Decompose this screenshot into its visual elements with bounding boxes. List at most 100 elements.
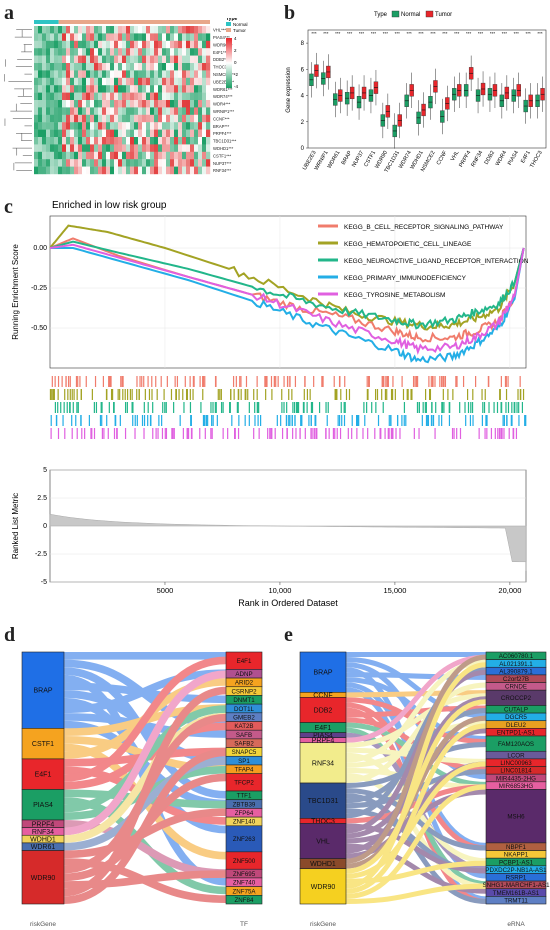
heatmap-cell — [178, 40, 183, 49]
heatmap-cell — [130, 159, 135, 167]
heatmap-cell — [62, 40, 67, 49]
heatmap-cell — [70, 144, 75, 152]
heatmap-cell — [178, 137, 183, 145]
heatmap-cell — [166, 144, 171, 152]
heatmap-cell — [122, 70, 127, 78]
left-node-label: TBC1D31 — [308, 798, 339, 805]
heatmap-cell — [122, 144, 127, 152]
heatmap-cell — [90, 151, 95, 160]
heatmap-cell — [42, 70, 47, 78]
heatmap-cell — [102, 122, 107, 130]
heatmap-cell — [166, 137, 171, 145]
heatmap-cell — [66, 85, 71, 93]
heatmap-cell — [106, 122, 111, 130]
heatmap-cell — [146, 40, 151, 49]
heatmap-cell — [50, 85, 55, 93]
significance-label: *** — [442, 31, 448, 36]
heatmap-cell — [82, 166, 87, 175]
heatmap-cell — [102, 159, 107, 167]
heatmap-cell — [130, 55, 135, 64]
significance-label: *** — [478, 31, 484, 36]
right-node-label: PCBP1-AS1 — [499, 859, 534, 866]
heatmap-cell — [154, 144, 159, 152]
heatmap-cell — [166, 63, 171, 71]
heatmap-cell — [74, 63, 79, 71]
heatmap-cell — [114, 40, 119, 49]
heatmap-cell — [102, 92, 107, 101]
heatmap-cell — [122, 26, 127, 34]
heatmap-cell — [198, 55, 203, 64]
heatmap-cell — [138, 159, 143, 167]
heatmap-cell — [142, 144, 147, 152]
heatmap-cell — [206, 77, 211, 86]
heatmap-cell — [50, 166, 55, 175]
heatmap-cell — [154, 107, 159, 115]
heatmap-cell — [146, 26, 151, 34]
heatmap-cell — [34, 85, 39, 93]
heatmap-cell — [162, 63, 167, 71]
heatmap-cell — [94, 166, 99, 175]
heatmap-gene-label: WDR90*** — [213, 42, 233, 47]
heatmap-cell — [102, 144, 107, 152]
heatmap-gene-label: WDR61*** — [213, 87, 233, 92]
heatmap-cell — [186, 48, 191, 56]
heatmap-cell — [174, 92, 179, 101]
heatmap-cell — [114, 92, 119, 101]
right-node-label: TMEM161B-AS1 — [493, 890, 540, 897]
left-node-label: PIAS4 — [33, 802, 53, 809]
heatmap-cell — [118, 77, 123, 86]
heatmap-gene-label: NSMCE2*** — [213, 72, 236, 77]
heatmap-cell — [38, 77, 43, 86]
right-node-label: TTF1 — [237, 793, 252, 800]
heatmap-cell — [170, 122, 175, 130]
heatmap-cell — [206, 85, 211, 93]
heatmap-cell — [138, 107, 143, 115]
heatmap-cell — [174, 33, 179, 41]
heatmap-cell — [110, 137, 115, 145]
heatmap-cell — [158, 114, 163, 123]
heatmap-cell — [66, 55, 71, 64]
heatmap-cell — [90, 70, 95, 78]
heatmap-cell — [126, 26, 131, 34]
heatmap-cell — [142, 114, 147, 123]
heatmap-cell — [122, 122, 127, 130]
heatmap-cell — [142, 151, 147, 160]
heatmap-cell — [82, 100, 87, 108]
heatmap-cell — [62, 144, 67, 152]
heatmap-cell — [186, 77, 191, 86]
heatmap-cell — [86, 77, 91, 86]
heatmap-cell — [206, 70, 211, 78]
heatmap-cell — [106, 33, 111, 41]
left-axis-label: riskGene — [310, 921, 336, 928]
heatmap-cell — [70, 122, 75, 130]
heatmap-cell — [74, 40, 79, 49]
heatmap-cell — [62, 159, 67, 167]
heatmap-cell — [178, 70, 183, 78]
right-node-label: CUTALP — [504, 707, 528, 714]
significance-label: *** — [347, 31, 353, 36]
heatmap-cell — [170, 137, 175, 145]
heatmap-cell — [78, 92, 83, 101]
heatmap-cell — [182, 159, 187, 167]
heatmap-cell — [198, 70, 203, 78]
heatmap-cell — [106, 144, 111, 152]
heatmap-cell — [134, 48, 139, 56]
right-node-label: SAFB — [236, 732, 252, 739]
heatmap-cell — [46, 114, 51, 123]
left-node-label: WDR90 — [311, 884, 336, 891]
heatmap-cell — [146, 114, 151, 123]
heatmap-cell — [202, 159, 207, 167]
heatmap-cell — [50, 70, 55, 78]
metric-y-tick: 0 — [43, 523, 47, 530]
heatmap-cell — [66, 107, 71, 115]
heatmap-cell — [182, 166, 187, 175]
right-node-label: CSRNP2 — [231, 688, 257, 695]
heatmap-cell — [178, 144, 183, 152]
heatmap-cell — [58, 166, 63, 175]
heatmap-cell — [46, 159, 51, 167]
right-node-label: ZNF75A — [232, 888, 256, 895]
heatmap-cell — [90, 144, 95, 152]
heatmap-cell — [42, 144, 47, 152]
flow-link — [345, 662, 487, 889]
left-node-label: THOC3 — [311, 818, 335, 825]
